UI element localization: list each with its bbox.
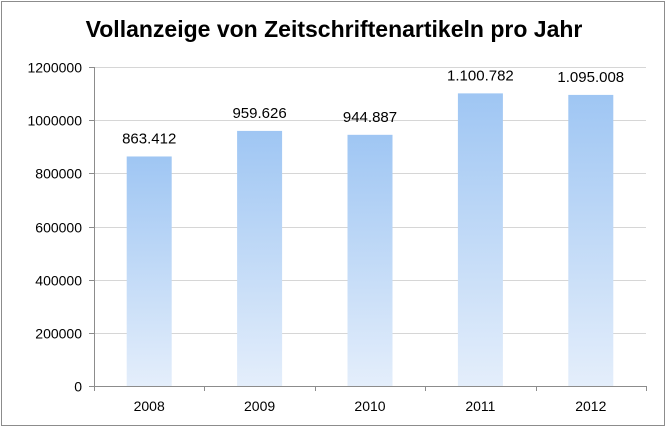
labels: 0 200000 400000 600000 800000 1000000 1200000 8… [27,60,624,415]
y-tick-label: 1000000 [27,113,82,129]
bar-2011 [457,93,503,386]
data-label: 1.095.008 [557,69,624,86]
bar-2010 [347,134,393,386]
chart-title: Vollanzeige von Zeitschriftenartikeln pr… [85,16,583,42]
data-label: 944.887 [343,109,397,126]
bar-2009 [237,130,283,386]
axes [89,67,647,391]
bar-2008 [126,156,172,386]
bars [126,93,614,386]
y-tick-label: 0 [74,379,82,395]
y-tick-label: 800000 [35,166,82,182]
x-tick-label: 2010 [354,398,385,414]
y-tick-label: 1200000 [27,60,82,76]
x-tick-label: 2008 [134,398,165,414]
x-tick-label: 2009 [244,398,275,414]
y-tick-label: 600000 [35,220,82,236]
y-tick-label: 400000 [35,273,82,289]
data-label: 959.626 [232,105,286,122]
data-label: 1.100.782 [447,67,514,84]
data-label: 863.412 [122,130,176,147]
y-tick-label: 200000 [35,326,82,342]
x-tick-label: 2011 [465,398,495,414]
bar-2012 [568,94,614,386]
x-tick-label: 2012 [575,398,606,414]
